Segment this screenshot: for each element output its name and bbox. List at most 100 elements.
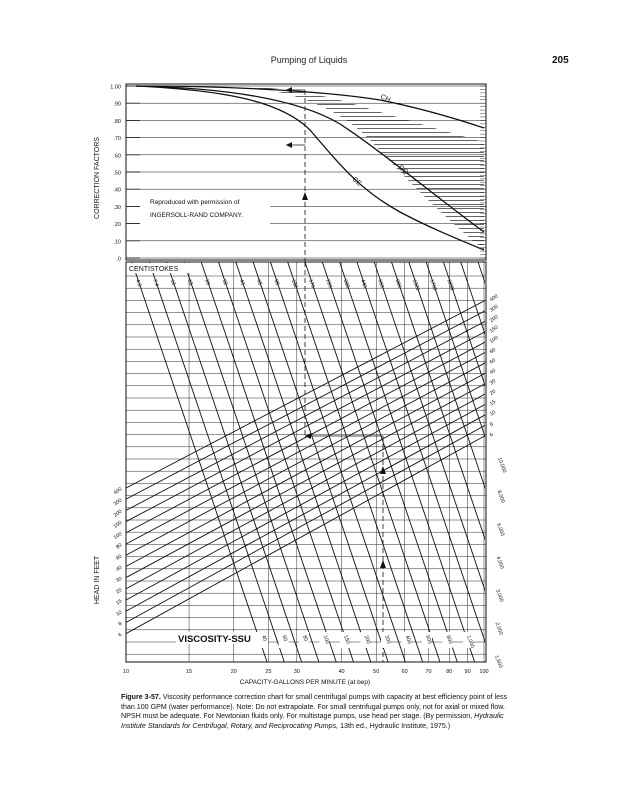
viscosity-ssu-value-label: 600: [424, 635, 433, 645]
viscosity-line-extension: [547, 262, 618, 662]
centistokes-value-label: 880: [394, 279, 403, 289]
viscosity-ssu-value-label: 400: [404, 635, 413, 645]
right-capacity-tick-label: 80: [489, 347, 497, 355]
curve-ch: [135, 85, 485, 129]
centistokes-value-label: 176: [307, 279, 316, 289]
viscosity-ssu-value-label: 800: [445, 635, 454, 645]
viscosity-ssu-label: VISCOSITY-SSU: [178, 634, 251, 645]
x-tick-label: 90: [465, 669, 471, 675]
viscosity-line: [235, 262, 372, 662]
viscosity-ssu-value-label: 200: [363, 635, 372, 645]
upper-chart: Reproduced with permission of INGERSOLL-…: [94, 83, 487, 263]
head-tick-label: 300: [113, 497, 124, 507]
curve-cq: [135, 85, 485, 233]
caption-source-title: Hydraulic Institute Standards for Centri…: [121, 712, 504, 730]
centistokes-value-label: 32: [221, 279, 229, 287]
viscosity-line-extension: [582, 262, 618, 662]
head-line: [125, 300, 485, 489]
head-line: [125, 435, 485, 634]
right-viscosity-tick-label: 1,500: [493, 655, 503, 669]
centistokes-value-label: 1760: [428, 279, 438, 292]
viscosity-ssu-value-label: 100: [322, 635, 331, 645]
right-viscosity-tick-label: 4,000: [495, 556, 505, 570]
centistokes-value-label: 88: [273, 279, 281, 287]
example-arrow-ch: [286, 87, 292, 93]
viscosity-line-extension: [599, 262, 618, 662]
viscosity-line: [339, 262, 476, 662]
right-capacity-tick-label: 20: [489, 389, 497, 397]
x-tick-label: 25: [265, 669, 271, 675]
centistokes-label: CENTISTOKES: [129, 266, 179, 273]
example-arrow-left: [305, 433, 311, 439]
viscosity-line: [148, 262, 285, 662]
viscosity-ssu-label-bg: [340, 632, 350, 648]
centistokes-value-label: 2200: [446, 279, 456, 292]
caption-source-tail: 13th ed., Hydraulic Institute, 1975.): [338, 721, 451, 730]
upper-chart-frame: [125, 83, 487, 261]
head-tick-label: 10: [115, 610, 123, 618]
viscosity-line: [287, 262, 424, 662]
caption-text: Viscosity performance correction chart f…: [121, 693, 508, 721]
curve-label-ce: CE: [351, 176, 363, 188]
viscosity-ssu-value-label: 300: [383, 635, 392, 645]
viscosity-ssu-value-labels: 40 60 80 100 150 200 300 400 600 800 1,000: [258, 632, 475, 649]
page-number: 205: [552, 55, 569, 66]
upper-y-tick-label: .60: [113, 153, 121, 159]
example-arrow-up-1: [302, 192, 308, 200]
viscosity-lines: [131, 262, 618, 662]
upper-y-axis-label: CORRECTION FACTORS: [94, 137, 101, 219]
upper-y-tick-label: .80: [113, 119, 121, 125]
head-axis-label: HEAD IN FEET: [94, 555, 101, 604]
upper-y-tick-label: .90: [113, 102, 121, 108]
viscosity-ssu-label-bg: [401, 632, 412, 648]
viscosity-ssu-value-label: 80: [301, 635, 309, 643]
viscosity-line: [391, 262, 485, 541]
x-tick-label: 40: [338, 669, 344, 675]
lower-chart: CENTISTOKES 4.3 7.4 10 15 20 32 43 65 88 132 176 22…: [94, 261, 618, 686]
upper-y-tick-label: .40: [113, 188, 121, 194]
right-capacity-tick-label: 200: [489, 314, 500, 324]
centistokes-value-label: 220: [324, 279, 333, 289]
upper-y-tick-label: .0: [116, 257, 121, 263]
permission-box: [140, 190, 270, 224]
lower-gridlines: [125, 262, 486, 662]
x-tick-label: 60: [402, 669, 408, 675]
viscosity-line: [373, 262, 485, 592]
centistokes-label-bg: [127, 263, 199, 273]
correction-chart: Reproduced with permission of INGERSOLL-…: [94, 83, 618, 686]
head-tick-label: 30: [115, 576, 123, 584]
right-capacity-tick-label: 40: [489, 368, 497, 376]
head-line: [125, 414, 485, 612]
viscosity-ssu-label-bg: [319, 632, 330, 648]
viscosity-line: [356, 262, 485, 643]
head-line: [125, 320, 485, 511]
viscosity-label-bg: [176, 632, 260, 644]
viscosity-line: [425, 262, 485, 438]
centistokes-value-label: 4.3: [134, 279, 142, 288]
viscosity-ssu-value-label: 150: [342, 635, 351, 645]
viscosity-line: [218, 262, 354, 662]
head-line: [125, 424, 485, 623]
head-tick-label: 150: [113, 520, 124, 530]
head-line: [125, 372, 485, 567]
permission-line-2: INGERSOLL-RAND COMPANY.: [150, 212, 243, 219]
upper-y-tick-label: .50: [113, 171, 121, 177]
x-tick-label: 70: [425, 669, 431, 675]
viscosity-line-extension: [495, 262, 618, 662]
right-capacity-tick-label: 30: [489, 378, 497, 386]
head-line: [125, 404, 485, 601]
centistokes-value-label: 7.4: [151, 279, 159, 288]
centistokes-value-label: 43: [238, 279, 246, 287]
head-line: [125, 362, 485, 556]
lower-chart-frame: [125, 261, 487, 663]
example-arrow-cq: [286, 142, 292, 148]
curve-ce: [135, 85, 485, 251]
x-tick-label: 10: [123, 669, 129, 675]
upper-y-tick-labels: 1.00 .90 .80 .70 .60 .50 .40 .30 .20 .10 .0: [110, 85, 121, 263]
x-axis-label: CAPACITY-GALLONS PER MINUTE (at bep): [240, 679, 370, 686]
head-line: [125, 393, 485, 590]
x-tick-label: 30: [294, 669, 300, 675]
right-capacity-tick-label: 6: [489, 432, 495, 439]
viscosity-line-extension: [513, 262, 618, 662]
